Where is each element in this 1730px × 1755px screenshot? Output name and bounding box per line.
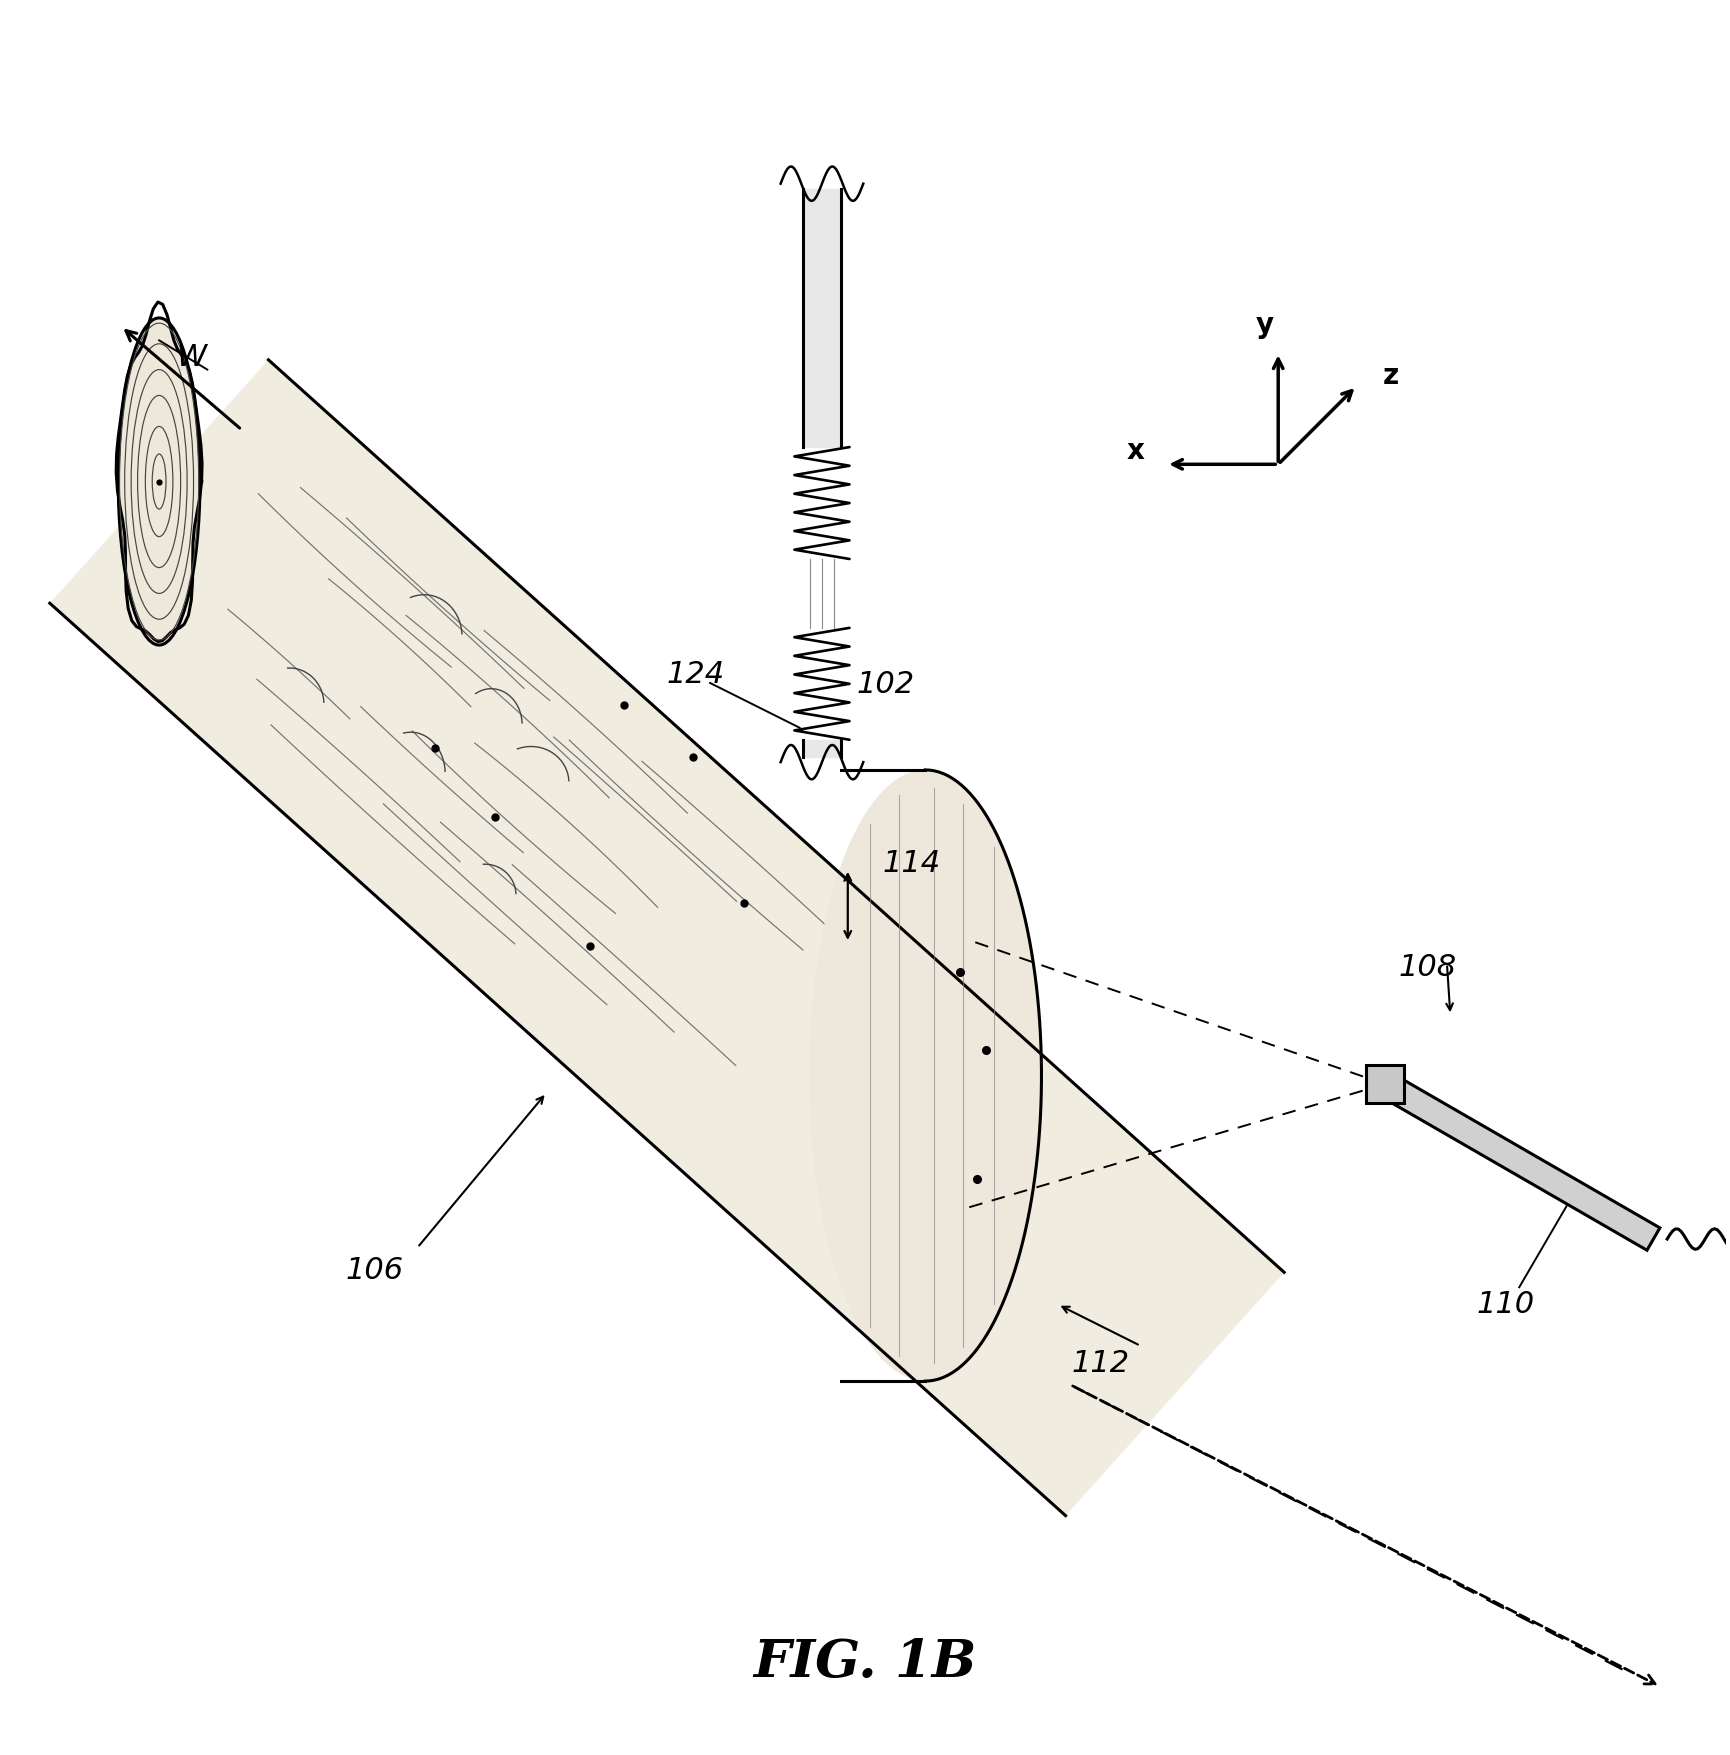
Text: 106: 106: [344, 1255, 403, 1285]
Text: 114: 114: [882, 849, 941, 878]
Ellipse shape: [118, 318, 201, 646]
Text: W: W: [176, 342, 206, 372]
Text: 112: 112: [1071, 1348, 1130, 1378]
Text: x: x: [1126, 437, 1144, 465]
Polygon shape: [1379, 1072, 1659, 1250]
Text: 108: 108: [1400, 953, 1457, 981]
Text: FIG. 1B: FIG. 1B: [753, 1637, 977, 1688]
Polygon shape: [50, 360, 1284, 1516]
Polygon shape: [1367, 1065, 1405, 1104]
Text: y: y: [1256, 311, 1273, 339]
Text: 110: 110: [1476, 1290, 1535, 1320]
Text: 124: 124: [668, 660, 725, 690]
Ellipse shape: [810, 770, 1041, 1381]
Text: 102: 102: [856, 670, 915, 698]
Text: z: z: [1382, 362, 1400, 390]
